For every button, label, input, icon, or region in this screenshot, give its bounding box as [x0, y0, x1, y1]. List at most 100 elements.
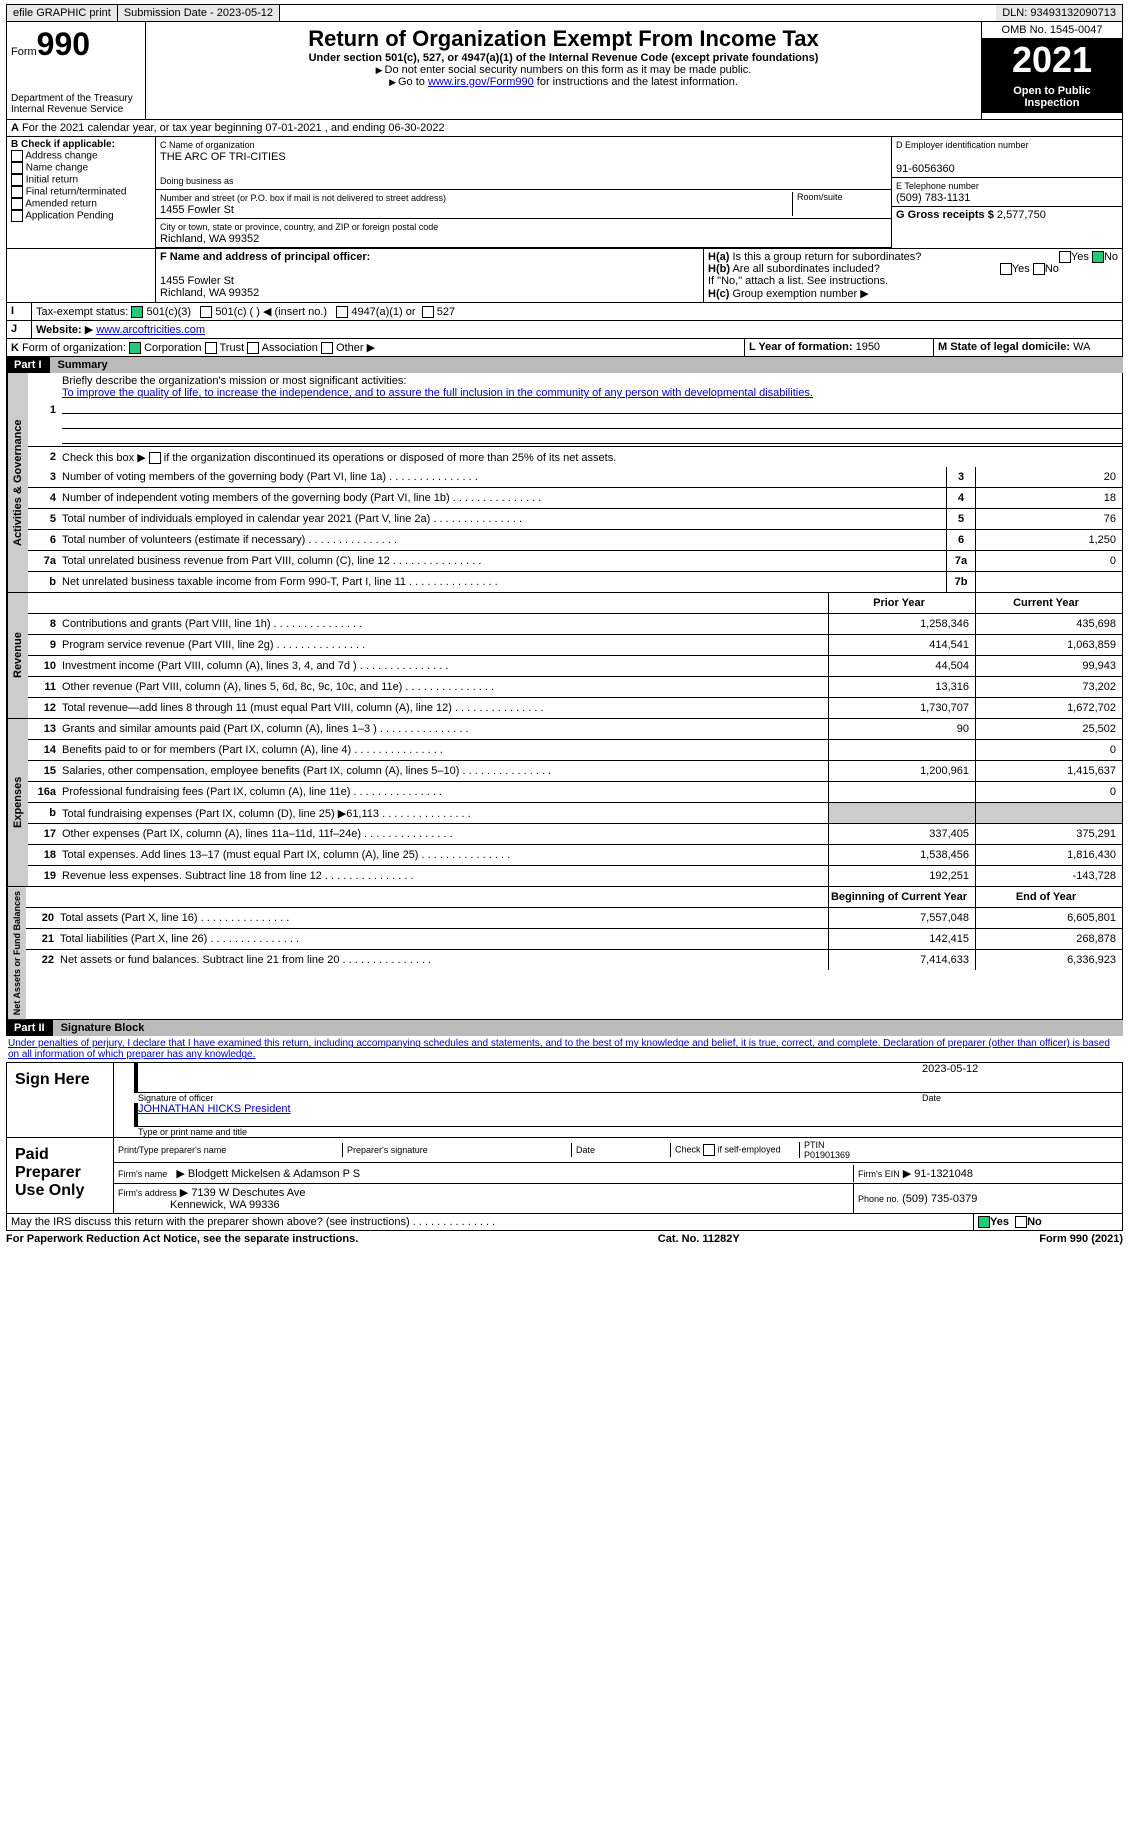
city-label: City or town, state or province, country…: [160, 222, 438, 232]
opt-4947: 4947(a)(1) or: [351, 306, 415, 318]
opt-corp: Corporation: [144, 342, 201, 354]
section-netassets: Net Assets or Fund Balances Beginning of…: [6, 887, 1123, 1020]
chk-527[interactable]: [422, 306, 434, 318]
officer-name: JOHNATHAN HICKS President: [138, 1103, 291, 1115]
hb-yes: Yes: [1012, 263, 1030, 275]
opt-final: Final return/terminated: [26, 187, 127, 198]
year-form-val: 1950: [856, 341, 880, 353]
chk-initial[interactable]: [11, 174, 23, 186]
chk-hb-yes[interactable]: [1000, 263, 1012, 275]
firm-city: Kennewick, WA 99336: [170, 1199, 280, 1211]
sign-here-block: Sign Here 2023-05-12 Signature of office…: [6, 1063, 1123, 1138]
hc-text: Group exemption number: [732, 288, 857, 300]
chk-discuss-yes[interactable]: [978, 1216, 990, 1228]
opt-pending: Application Pending: [25, 211, 113, 222]
hdr-prior: Prior Year: [828, 593, 975, 613]
tab-revenue: Revenue: [7, 593, 28, 718]
chk-self-emp[interactable]: [703, 1144, 715, 1156]
ein-val: 91-6056360: [896, 163, 955, 175]
row-klm: K Form of organization: Corporation Trus…: [6, 339, 1123, 357]
ein-label: D Employer identification number: [896, 140, 1029, 150]
l2b: if the organization discontinued its ope…: [164, 452, 617, 464]
chk-501c3[interactable]: [131, 306, 143, 318]
footer-left: For Paperwork Reduction Act Notice, see …: [6, 1233, 358, 1245]
l1-label: Briefly describe the organization's miss…: [62, 375, 406, 387]
officer-addr1: 1455 Fowler St: [160, 275, 234, 287]
chk-ha-yes[interactable]: [1059, 251, 1071, 263]
org-name-label: C Name of organization: [160, 140, 255, 150]
officer-name-label: Type or print name and title: [138, 1127, 247, 1137]
preparer-label: Paid Preparer Use Only: [7, 1138, 114, 1213]
l1-mission: To improve the quality of life, to incre…: [62, 387, 813, 399]
footer-mid: Cat. No. 11282Y: [658, 1233, 740, 1245]
hdr-begin: Beginning of Current Year: [828, 887, 975, 907]
website-link[interactable]: www.arcoftricities.com: [96, 324, 205, 336]
page-footer: For Paperwork Reduction Act Notice, see …: [6, 1231, 1123, 1247]
discuss-yes: Yes: [990, 1216, 1009, 1228]
ha-yes: Yes: [1071, 251, 1089, 263]
hdr-end: End of Year: [975, 887, 1122, 907]
sig-officer-label: Signature of officer: [138, 1093, 922, 1103]
efile-label: efile GRAPHIC print: [7, 5, 118, 21]
prep-name-label: Print/Type preparer's name: [114, 1143, 343, 1157]
officer-addr2: Richland, WA 99352: [160, 287, 259, 299]
firm-name: Blodgett Mickelsen & Adamson P S: [188, 1168, 360, 1180]
chk-assoc[interactable]: [247, 342, 259, 354]
opt-501c: 501(c) ( ): [215, 306, 260, 318]
dln: DLN: 93493132090713: [996, 5, 1122, 21]
chk-discuss-no[interactable]: [1015, 1216, 1027, 1228]
chk-corp[interactable]: [129, 342, 141, 354]
chk-ha-no[interactable]: [1092, 251, 1104, 263]
note-goto: Go to: [389, 76, 428, 88]
chk-final[interactable]: [11, 186, 23, 198]
l2a: Check this box: [62, 452, 134, 464]
opt-501c-ins: (insert no.): [275, 306, 328, 318]
row-j: J Website: ▶ www.arcoftricities.com: [6, 321, 1123, 339]
top-bar: efile GRAPHIC print Submission Date - 20…: [6, 4, 1123, 22]
period-text: For the 2021 calendar year, or tax year …: [22, 122, 445, 134]
phone-label: E Telephone number: [896, 181, 979, 191]
prep-sig-label: Preparer's signature: [343, 1143, 572, 1157]
street-label: Number and street (or P.O. box if mail i…: [160, 193, 446, 203]
chk-501c[interactable]: [200, 306, 212, 318]
footer-right: Form 990 (2021): [1039, 1233, 1123, 1245]
firm-addr-label: Firm's address: [118, 1188, 177, 1198]
irs-label: Internal Revenue Service: [11, 104, 141, 115]
section-activities: Activities & Governance 1Briefly describ…: [6, 373, 1123, 593]
open-inspection: Open to Public Inspection: [982, 81, 1122, 113]
phone-val: (509) 783-1131: [896, 192, 970, 204]
chk-trust[interactable]: [205, 342, 217, 354]
ha-no: No: [1104, 251, 1118, 263]
part2-title: Signature Block: [53, 1020, 1123, 1036]
firm-ein-label: Firm's EIN: [858, 1169, 900, 1179]
website-label: Website:: [36, 324, 82, 336]
chk-amended[interactable]: [11, 198, 23, 210]
street: 1455 Fowler St: [160, 204, 234, 216]
opt-initial: Initial return: [26, 175, 78, 186]
period-label: A: [11, 122, 19, 134]
tab-expenses: Expenses: [7, 719, 28, 886]
opt-name-change: Name change: [26, 163, 88, 174]
tax-status-label: Tax-exempt status:: [36, 306, 128, 318]
chk-l2[interactable]: [149, 452, 161, 464]
form990-link[interactable]: www.irs.gov/Form990: [428, 76, 534, 88]
prep-date-label: Date: [572, 1143, 671, 1157]
chk-4947[interactable]: [336, 306, 348, 318]
tax-year: 2021: [982, 39, 1122, 81]
chk-other[interactable]: [321, 342, 333, 354]
hb-text: Are all subordinates included?: [732, 263, 879, 275]
chk-hb-no[interactable]: [1033, 263, 1045, 275]
chk-address-change[interactable]: [11, 150, 23, 162]
sign-here-label: Sign Here: [7, 1063, 114, 1137]
hb-no: No: [1045, 263, 1059, 275]
gross-label: G Gross receipts $: [896, 209, 994, 221]
domicile-label: M State of legal domicile:: [938, 341, 1070, 353]
firm-phone: (509) 735-0379: [902, 1193, 977, 1205]
preparer-block: Paid Preparer Use Only Print/Type prepar…: [6, 1138, 1123, 1214]
year-form-label: L Year of formation:: [749, 341, 853, 353]
tab-activities: Activities & Governance: [7, 373, 28, 592]
part2-bar: Part II Signature Block: [6, 1020, 1123, 1036]
chk-pending[interactable]: [11, 210, 23, 222]
chk-name-change[interactable]: [11, 162, 23, 174]
box-b-label: B Check if applicable:: [11, 139, 115, 150]
